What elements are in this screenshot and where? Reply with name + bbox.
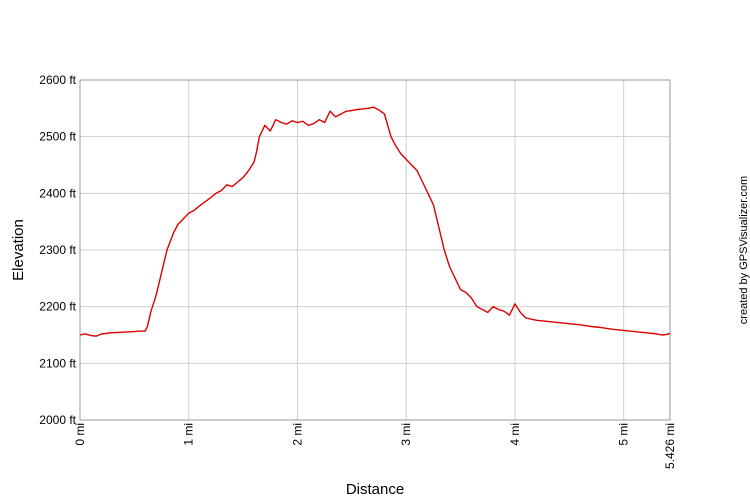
y-tick-label: 2400 ft — [39, 186, 76, 200]
x-axis-label: Distance — [346, 481, 404, 498]
y-tick-labels: 2000 ft 2100 ft 2200 ft 2300 ft 2400 ft 2500 … — [39, 73, 76, 427]
y-tick-label: 2300 ft — [39, 243, 76, 257]
elevation-series-line — [79, 106, 671, 337]
y-axis-label: Elevation — [10, 219, 27, 281]
x-tick-label: 5.426 mi — [663, 423, 677, 469]
x-tick-label: 4 mi — [508, 423, 522, 446]
x-tick-label: 1 mi — [182, 423, 196, 446]
x-tick-label: 3 mi — [399, 423, 413, 446]
x-tick-label: 2 mi — [290, 423, 304, 446]
y-tick-label: 2000 ft — [39, 413, 76, 427]
x-tick-label: 0 mi — [73, 423, 87, 446]
x-tick-label: 5 mi — [617, 423, 631, 446]
credit-text: created by GPSVisualizer.com — [738, 176, 750, 324]
y-tick-label: 2100 ft — [39, 356, 76, 370]
x-tick-labels: 0 mi 1 mi 2 mi 3 mi 4 mi 5 mi 5.426 mi — [73, 423, 677, 469]
horizontal-gridlines — [80, 79, 670, 421]
plot-frame — [79, 79, 671, 421]
y-tick-label: 2600 ft — [39, 73, 76, 87]
y-tick-label: 2200 ft — [39, 300, 76, 314]
y-tick-label: 2500 ft — [39, 130, 76, 144]
